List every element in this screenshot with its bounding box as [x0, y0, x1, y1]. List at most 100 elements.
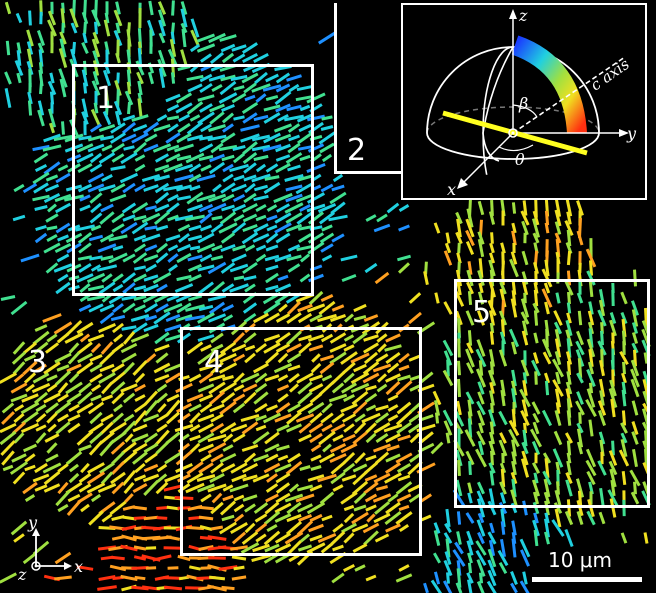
orientation-dash [144, 133, 158, 143]
orientation-dash [120, 574, 138, 582]
orientation-dash [9, 461, 29, 475]
orientation-dash [90, 264, 102, 272]
orientation-dash [588, 328, 594, 348]
orientation-dash [465, 348, 475, 368]
orientation-dash [373, 472, 391, 484]
orientation-dash [212, 183, 222, 193]
orientation-dash [61, 121, 65, 135]
orientation-dash [37, 100, 45, 116]
orientation-dash [351, 523, 369, 533]
orientation-dash [232, 433, 246, 443]
orientation-dash [309, 513, 323, 523]
orientation-dash [321, 374, 333, 382]
orientation-dash [477, 481, 485, 495]
orientation-dash [306, 114, 326, 122]
orientation-dash [585, 248, 597, 268]
orientation-dash [330, 201, 346, 215]
orientation-dash [275, 154, 291, 162]
orientation-dash [175, 102, 193, 114]
orientation-dash [285, 212, 303, 224]
orientation-dash [176, 195, 192, 201]
orientation-dash [552, 448, 564, 468]
orientation-dash [148, 0, 154, 16]
orientation-dash [286, 501, 302, 515]
orientation-dash [344, 313, 354, 323]
orientation-dash [109, 500, 127, 516]
orientation-dash [207, 433, 227, 443]
orientation-dash [523, 292, 527, 304]
orientation-dash [397, 374, 411, 382]
orientation-dash [275, 331, 291, 345]
orientation-dash [306, 92, 326, 104]
orientation-dash [433, 522, 441, 534]
orientation-dash [476, 519, 486, 537]
orientation-dash [186, 472, 204, 484]
orientation-dash [297, 145, 313, 151]
orientation-dash [76, 143, 94, 153]
orientation-dash [275, 83, 291, 93]
orientation-dash [232, 144, 246, 152]
orientation-dash [242, 141, 258, 155]
orientation-dash [59, 78, 67, 98]
orientation-dash [157, 49, 167, 67]
orientation-dash [199, 364, 213, 372]
orientation-dash [644, 448, 648, 468]
orientation-dash [32, 171, 50, 185]
orientation-dash [465, 241, 475, 255]
orientation-dash [209, 111, 225, 125]
orientation-dash [121, 295, 137, 301]
orientation-dash [631, 332, 639, 344]
orientation-dash [487, 500, 497, 516]
orientation-dash [385, 333, 401, 343]
orientation-dash [252, 233, 270, 243]
orientation-dash [76, 321, 94, 335]
orientation-dash [498, 410, 508, 426]
orientation-dash [564, 510, 574, 526]
orientation-dash [297, 312, 313, 324]
orientation-dash [110, 165, 126, 171]
orientation-dash [122, 505, 136, 511]
orientation-dash [519, 388, 531, 408]
orientation-dash [207, 294, 227, 302]
orientation-dash [133, 285, 147, 291]
orientation-dash [455, 211, 463, 225]
orientation-dash [465, 450, 475, 466]
orientation-dash [475, 448, 487, 468]
orientation-dash [22, 443, 38, 453]
orientation-dash [187, 263, 203, 273]
orientation-dash [4, 88, 12, 108]
orientation-dash [208, 390, 226, 406]
orientation-dash [99, 135, 115, 141]
orientation-dash [230, 74, 248, 82]
orientation-dash [43, 133, 61, 143]
orientation-dash [163, 303, 183, 313]
orientation-dash [330, 530, 346, 546]
orientation-dash [97, 585, 117, 591]
orientation-dash [231, 575, 247, 581]
orientation-dash [174, 174, 194, 182]
orientation-dash [288, 373, 300, 383]
orientation-dash [275, 143, 291, 153]
orientation-dash [189, 423, 201, 433]
orientation-dash [555, 371, 561, 385]
orientation-dash [433, 399, 441, 417]
orientation-dash [342, 361, 356, 375]
orientation-dash [177, 113, 191, 123]
orientation-dash [541, 409, 553, 427]
corner-axis-x: x [74, 557, 83, 576]
orientation-dash [196, 474, 216, 482]
orientation-dash [532, 352, 540, 364]
orientation-dash [311, 353, 321, 363]
orientation-dash [142, 413, 160, 423]
orientation-dash [296, 484, 314, 492]
orientation-dash [143, 463, 159, 473]
orientation-dash [222, 123, 234, 133]
orientation-dash [243, 82, 257, 94]
orientation-dash [134, 394, 146, 402]
orientation-dash [39, 81, 43, 95]
orientation-dash [180, 49, 188, 67]
orientation-dash [318, 380, 336, 396]
orientation-dash [219, 341, 237, 355]
orientation-dash [45, 453, 59, 463]
